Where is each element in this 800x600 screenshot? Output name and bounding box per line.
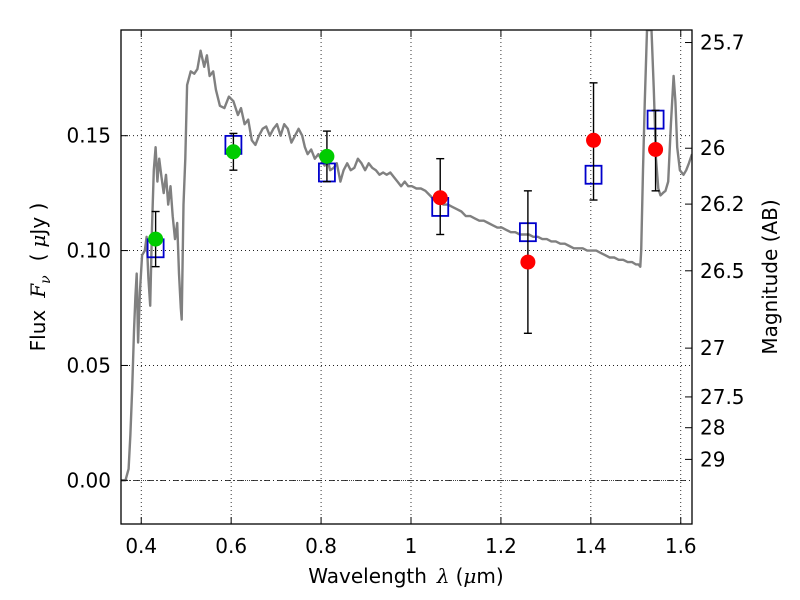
y-axis-label-unit-open: ( [26, 254, 50, 262]
y-axis-label-word: Flux [26, 310, 50, 352]
red-data-point [648, 141, 664, 157]
y-axis-label-subscript: ν [38, 275, 54, 284]
red-data-point [586, 132, 602, 148]
x-tick-label: 1 [405, 534, 418, 558]
x-tick-label: 0.4 [125, 534, 157, 558]
sed-model-line [121, 30, 692, 482]
red-data-point [432, 190, 448, 206]
y-axis-label: Flux Fν ( μJy ) [26, 203, 54, 352]
y-tick-label: 0.10 [66, 239, 111, 263]
y-tick-label: 0.15 [66, 124, 111, 148]
x-axis-label-unit-open: ( [456, 564, 464, 588]
x-axis-label-unit-mu: μ [463, 564, 476, 588]
magnitude-tick-label: 29 [700, 447, 725, 471]
x-axis-label: Wavelength λ (μm) [308, 564, 503, 588]
magnitude-tick-label: 25.7 [700, 31, 745, 55]
green-data-point [319, 148, 335, 164]
y-axis-label-symbol: F [26, 283, 50, 299]
y-axis-label-unit-rest: Jy ) [26, 203, 50, 237]
x-tick-label: 1.6 [665, 534, 697, 558]
magnitude-tick-label: 26.2 [700, 192, 745, 216]
green-data-point [148, 231, 164, 247]
plot-frame [120, 29, 693, 525]
magnitude-tick-label: 26.5 [700, 259, 745, 283]
x-axis-label-symbol: λ [436, 564, 450, 588]
magnitude-tick-label: 27.5 [700, 385, 745, 409]
red-data-point [520, 254, 536, 270]
x-axis-label-unit-rest: m) [476, 564, 503, 588]
x-tick-label: 1.4 [575, 534, 607, 558]
x-tick-label: 1.2 [485, 534, 517, 558]
right-axis-label: Magnitude (AB) [758, 199, 782, 354]
x-axis-label-word: Wavelength [308, 564, 427, 588]
green-data-point [225, 144, 241, 160]
y-axis-label-unit-mu: μ [26, 235, 50, 248]
y-tick-label: 0.05 [66, 353, 111, 377]
magnitude-tick-label: 28 [700, 416, 725, 440]
data-layer [121, 30, 692, 482]
magnitude-tick-label: 26 [700, 136, 725, 160]
x-tick-label: 0.6 [215, 534, 247, 558]
magnitude-tick-label: 27 [700, 336, 725, 360]
tick-layer: 0.4 0.6 0.8 1 1.2 1.4 1.6 0.00 0.05 0.10 0.15 25.7 2… [66, 30, 745, 558]
x-tick-label: 0.8 [305, 534, 337, 558]
y-tick-label: 0.00 [66, 468, 111, 492]
